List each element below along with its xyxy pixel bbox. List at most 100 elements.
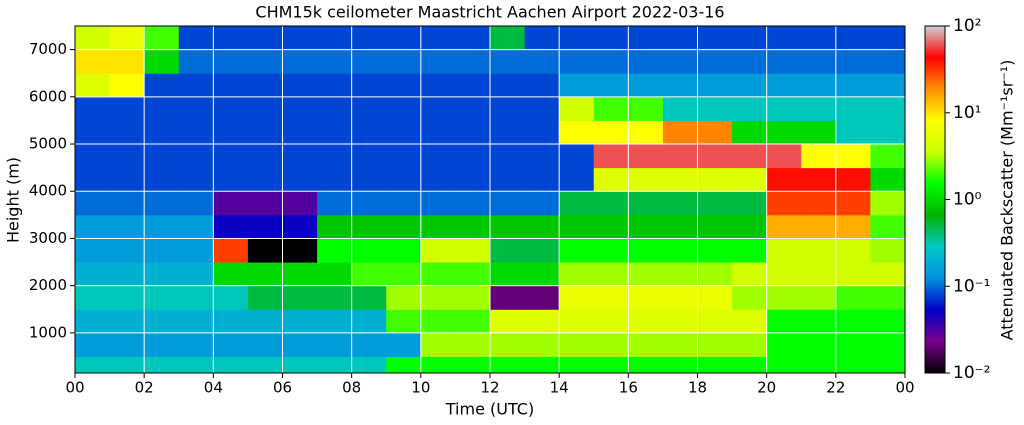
heatmap-cell <box>628 49 664 74</box>
heatmap-cell <box>766 309 802 334</box>
heatmap-cell <box>213 191 249 216</box>
y-tick-label: 3000 <box>29 229 67 247</box>
heatmap-cell <box>282 309 318 334</box>
heatmap-cell <box>628 120 664 145</box>
heatmap-cell <box>662 356 698 374</box>
heatmap-cell <box>282 73 318 98</box>
heatmap-cell <box>386 238 422 263</box>
heatmap-cell <box>213 120 249 145</box>
heatmap-cell <box>247 73 283 98</box>
heatmap-cell <box>524 96 560 121</box>
heatmap-cell <box>559 309 595 334</box>
heatmap-cell <box>351 309 387 334</box>
x-tick-label: 00 <box>895 379 914 397</box>
heatmap-cell <box>420 214 456 239</box>
heatmap-cell <box>732 332 768 357</box>
heatmap-cell <box>317 332 353 357</box>
y-tick-label: 4000 <box>29 182 67 200</box>
heatmap-cell <box>870 356 906 374</box>
heatmap-cell <box>144 167 180 192</box>
heatmap-cell <box>247 96 283 121</box>
heatmap-cell <box>247 144 283 169</box>
heatmap-cell <box>662 332 698 357</box>
heatmap-cell <box>628 26 664 51</box>
heatmap-cell <box>524 214 560 239</box>
heatmap-cell <box>697 262 733 287</box>
heatmap-cell <box>386 356 422 374</box>
heatmap-cell <box>801 332 837 357</box>
heatmap-cell <box>144 262 180 287</box>
heatmap-cell <box>109 238 145 263</box>
heatmap-cell <box>628 73 664 98</box>
heatmap-cell <box>490 73 526 98</box>
heatmap-cell <box>766 191 802 216</box>
heatmap-cell <box>213 73 249 98</box>
heatmap-cell <box>662 167 698 192</box>
heatmap-cell <box>766 262 802 287</box>
heatmap-cell <box>524 262 560 287</box>
heatmap-cell <box>628 356 664 374</box>
heatmap-cell <box>835 262 871 287</box>
heatmap-cell <box>109 214 145 239</box>
heatmap-cell <box>455 285 491 310</box>
heatmap-cell <box>559 26 595 51</box>
heatmap-cell <box>455 96 491 121</box>
heatmap-cell <box>420 356 456 374</box>
heatmap-cell <box>662 262 698 287</box>
heatmap-cell <box>386 144 422 169</box>
heatmap-cell <box>697 191 733 216</box>
chart-title: CHM15k ceilometer Maastricht Aachen Airp… <box>255 3 724 22</box>
heatmap-cell <box>178 167 214 192</box>
heatmap-cell <box>455 309 491 334</box>
heatmap-cell <box>351 120 387 145</box>
heatmap-cell <box>835 49 871 74</box>
heatmap-cell <box>178 285 214 310</box>
heatmap-cell <box>662 238 698 263</box>
x-tick-label: 16 <box>619 379 638 397</box>
heatmap-cell <box>870 49 906 74</box>
heatmap-cell <box>662 144 698 169</box>
heatmap-cell <box>247 309 283 334</box>
heatmap-cell <box>351 26 387 51</box>
heatmap-cell <box>247 120 283 145</box>
heatmap-cell <box>697 238 733 263</box>
heatmap-cell <box>628 309 664 334</box>
heatmap-cell <box>317 144 353 169</box>
heatmap-cell <box>766 144 802 169</box>
heatmap-cell <box>662 285 698 310</box>
heatmap-cell <box>109 120 145 145</box>
y-tick-label: 7000 <box>29 40 67 58</box>
heatmap-cell <box>697 332 733 357</box>
heatmap-cell <box>178 144 214 169</box>
heatmap-cell <box>662 49 698 74</box>
heatmap-cell <box>109 356 145 374</box>
heatmap-cell <box>213 356 249 374</box>
heatmap-cell <box>662 73 698 98</box>
x-tick-label: 08 <box>342 379 361 397</box>
heatmap-cell <box>801 26 837 51</box>
heatmap-cell <box>593 73 629 98</box>
heatmap-cell <box>420 309 456 334</box>
heatmap-cell <box>835 96 871 121</box>
heatmap-cell <box>75 49 111 74</box>
heatmap-cell <box>490 96 526 121</box>
heatmap-cell <box>75 120 111 145</box>
heatmap-cell <box>455 73 491 98</box>
heatmap-cell <box>766 356 802 374</box>
heatmap-cell <box>317 120 353 145</box>
heatmap-cell <box>801 167 837 192</box>
heatmap-cell <box>593 238 629 263</box>
heatmap-cell <box>524 332 560 357</box>
heatmap-cell <box>628 167 664 192</box>
heatmap-cell <box>662 26 698 51</box>
heatmap-cell <box>870 191 906 216</box>
heatmap-cell <box>524 144 560 169</box>
heatmap-cell <box>282 26 318 51</box>
heatmap-cell <box>593 285 629 310</box>
x-tick-label: 12 <box>480 379 499 397</box>
heatmap-cell <box>559 238 595 263</box>
heatmap-cell <box>628 214 664 239</box>
heatmap-cell <box>109 167 145 192</box>
heatmap-cell <box>420 73 456 98</box>
